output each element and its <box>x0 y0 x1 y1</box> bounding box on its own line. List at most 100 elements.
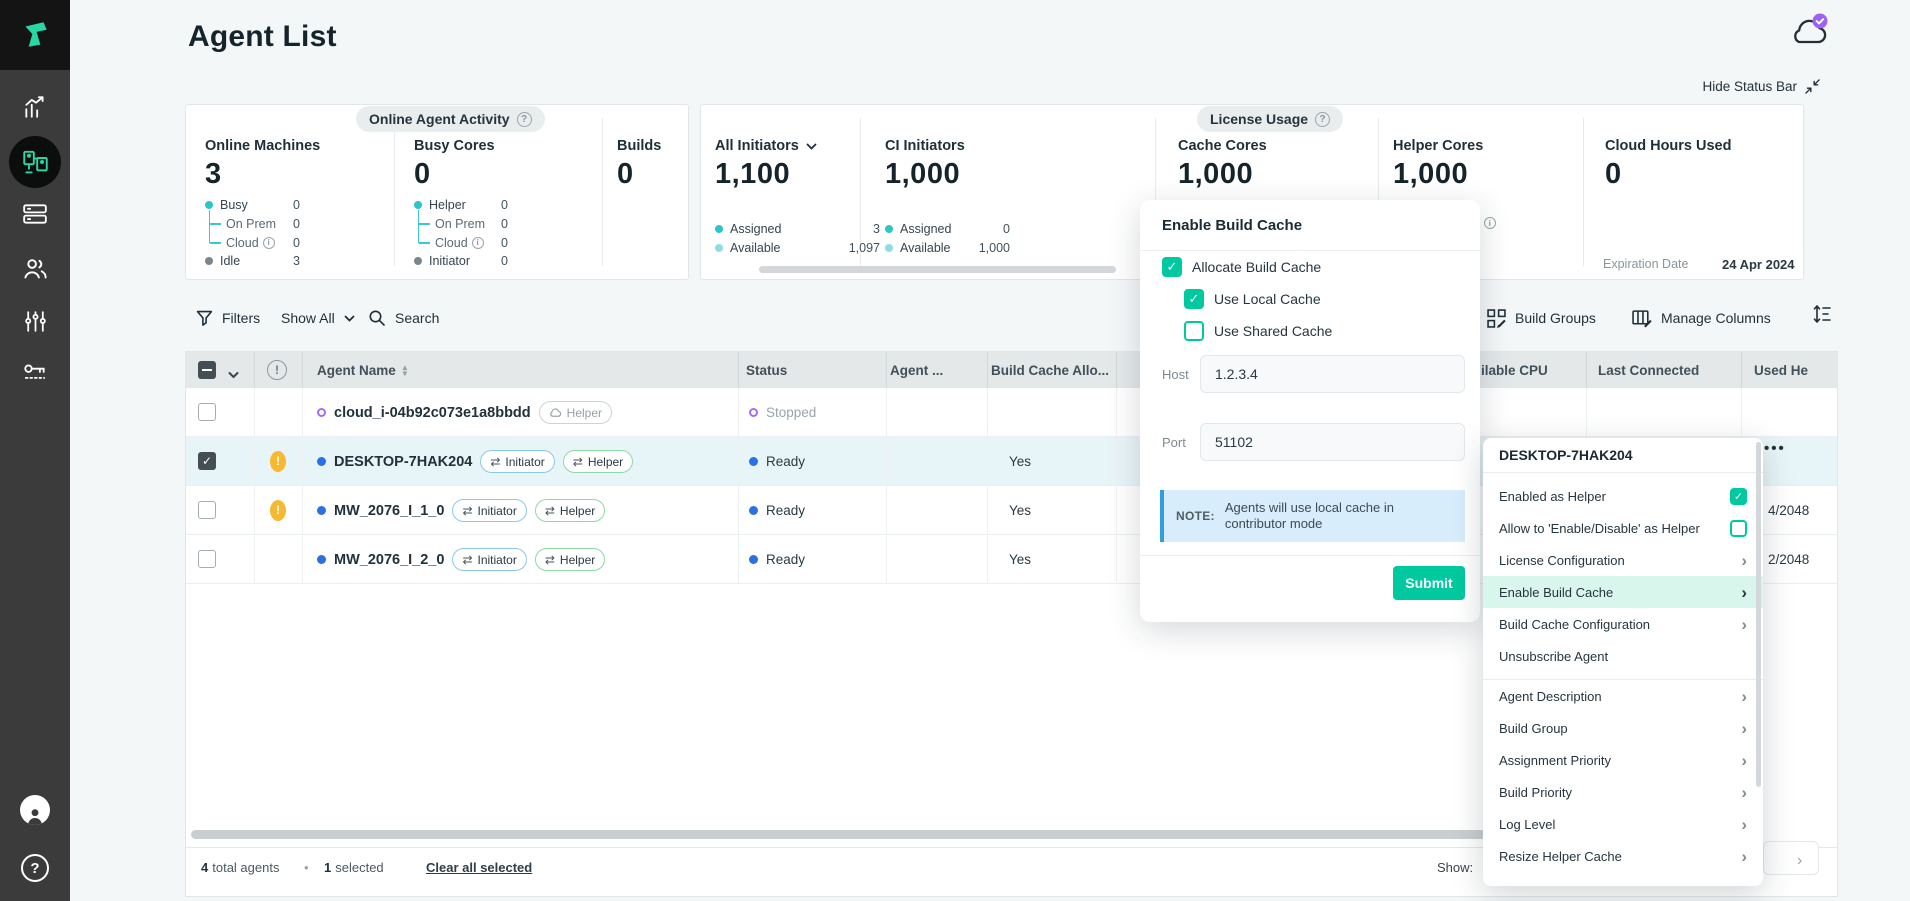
menu-scrollbar[interactable] <box>1756 442 1761 787</box>
menu-item-build-cache-configuration[interactable]: Build Cache Configuration › <box>1483 608 1763 640</box>
used-helper-cache-value: 2/2048 <box>1768 535 1809 584</box>
license-panel-scrollbar[interactable] <box>759 266 1116 273</box>
sidebar-item-settings[interactable] <box>17 303 53 339</box>
column-header-build-cache[interactable]: Build Cache Allo... <box>991 352 1109 388</box>
agent-dot-ready <box>317 506 326 515</box>
row-checkbox[interactable] <box>198 501 216 519</box>
select-all-checkbox[interactable] <box>198 361 216 379</box>
selection-dropdown[interactable] <box>228 366 239 384</box>
allocate-build-cache-checkbox[interactable]: ✓ Allocate Build Cache <box>1162 257 1321 277</box>
column-header-agent-name[interactable]: Agent Name ▴▾ <box>317 352 407 388</box>
search-button[interactable]: Search <box>368 306 439 330</box>
chevron-right-icon: › <box>1741 552 1747 569</box>
menu-item-unsubscribe-agent[interactable]: Unsubscribe Agent <box>1483 640 1763 672</box>
hide-status-bar-label: Hide Status Bar <box>1702 79 1797 94</box>
menu-item-license-configuration[interactable]: License Configuration › <box>1483 544 1763 576</box>
warning-badge[interactable]: ! <box>270 451 286 472</box>
menu-item-assignment-priority[interactable]: Assignment Priority › <box>1483 744 1763 776</box>
incredibuild-logo[interactable] <box>0 0 70 70</box>
menu-item-agent-description[interactable]: Agent Description › <box>1483 680 1763 712</box>
online-activity-info-icon[interactable]: ? <box>517 112 532 127</box>
sidebar-item-license[interactable] <box>17 355 53 391</box>
column-header-used-helper[interactable]: Used He <box>1754 352 1808 388</box>
host-input[interactable] <box>1200 355 1465 393</box>
context-menu-title: DESKTOP-7HAK204 <box>1483 438 1763 472</box>
tree-line <box>210 223 221 225</box>
cloud-icon <box>549 407 562 418</box>
sidebar-item-agents[interactable] <box>9 136 61 188</box>
per-page-select[interactable] <box>1763 841 1819 875</box>
hide-status-bar-button[interactable]: Hide Status Bar <box>1640 79 1820 94</box>
checkbox-empty-icon[interactable] <box>1730 520 1747 537</box>
user-avatar[interactable] <box>20 795 50 825</box>
info-icon[interactable]: i <box>1484 217 1496 229</box>
cloud-status-button[interactable] <box>1786 12 1830 55</box>
menu-item-resize-helper-cache[interactable]: Resize Helper Cache › <box>1483 840 1763 872</box>
help-button[interactable]: ? <box>21 854 49 882</box>
checkbox-checked-icon[interactable]: ✓ <box>1730 488 1747 505</box>
users-icon <box>22 255 49 282</box>
stat-value: 0 <box>617 158 677 192</box>
all-initiators-dropdown[interactable]: All Initiators <box>715 138 880 154</box>
tree-row: Assigned0 <box>885 220 1010 239</box>
horizontal-scrollbar[interactable] <box>191 830 1486 839</box>
menu-item-enable-build-cache[interactable]: Enable Build Cache › <box>1483 576 1763 608</box>
build-groups-button[interactable]: Build Groups <box>1487 306 1596 330</box>
menu-item-allow-enable-disable[interactable]: Allow to 'Enable/Disable' as Helper <box>1483 512 1763 544</box>
chevron-right-icon: › <box>1741 848 1747 865</box>
sidebar-item-analytics[interactable] <box>17 89 53 125</box>
enable-build-cache-dialog: Enable Build Cache ✓ Allocate Build Cach… <box>1140 200 1480 622</box>
agent-name: DESKTOP-7HAK204 <box>334 454 472 470</box>
online-activity-title: Online Agent Activity <box>369 111 510 127</box>
use-shared-cache-checkbox[interactable]: Use Shared Cache <box>1184 321 1332 341</box>
tree-line <box>419 242 430 244</box>
row-checkbox[interactable] <box>198 403 216 421</box>
sliders-icon <box>23 309 48 334</box>
warning-badge[interactable]: ! <box>270 500 286 521</box>
stat-value: 1,000 <box>1393 158 1503 192</box>
license-usage-info-icon[interactable]: ? <box>1315 112 1330 127</box>
stat-title: Online Machines <box>205 138 320 154</box>
online-activity-label: Online Agent Activity ? <box>356 106 545 132</box>
port-input[interactable] <box>1200 423 1465 461</box>
agent-dot-ready <box>317 457 326 466</box>
helper-icon: ⇄ <box>545 554 555 566</box>
sort-icon[interactable]: ▴▾ <box>403 364 407 377</box>
submit-button[interactable]: Submit <box>1393 566 1465 600</box>
expiration-date-label: Expiration Date <box>1603 257 1688 271</box>
menu-item-build-group[interactable]: Build Group › <box>1483 712 1763 744</box>
row-height-button[interactable] <box>1812 302 1832 326</box>
helper-pill: ⇄Helper <box>535 499 605 522</box>
agent-name: MW_2076_I_1_0 <box>334 503 444 519</box>
row-actions-button[interactable]: ••• <box>1764 440 1786 457</box>
chevron-down-icon <box>806 143 817 150</box>
table-row[interactable]: cloud_i-04b92c073e1a8bbdd Helper Stopped <box>186 388 1838 437</box>
sidebar-item-users[interactable] <box>17 250 53 286</box>
manage-columns-label: Manage Columns <box>1661 310 1771 326</box>
clear-all-selected-link[interactable]: Clear all selected <box>426 855 532 879</box>
next-page-button[interactable]: › <box>1797 852 1802 870</box>
show-all-dropdown[interactable]: Show All <box>281 306 355 330</box>
menu-item-build-priority[interactable]: Build Priority › <box>1483 776 1763 808</box>
menu-item-enabled-as-helper[interactable]: Enabled as Helper ✓ <box>1483 480 1763 512</box>
initiator-icon: ⇄ <box>462 554 472 566</box>
row-checkbox[interactable] <box>198 550 216 568</box>
use-local-cache-checkbox[interactable]: ✓ Use Local Cache <box>1184 289 1321 309</box>
cloud-info-icon[interactable]: i <box>263 237 275 249</box>
filters-button[interactable]: Filters <box>196 306 260 330</box>
row-height-icon <box>1812 303 1832 325</box>
column-header-last-connected[interactable]: Last Connected <box>1598 352 1699 388</box>
selected-count-label: 1selected <box>324 855 384 879</box>
stat-value: 1,100 <box>715 158 880 192</box>
manage-columns-button[interactable]: Manage Columns <box>1632 306 1771 330</box>
chevron-right-icon: › <box>1741 752 1747 769</box>
cloud-info-icon[interactable]: i <box>472 237 484 249</box>
column-header-status[interactable]: Status <box>746 352 787 388</box>
chevron-right-icon: › <box>1741 584 1747 601</box>
menu-item-log-level[interactable]: Log Level › <box>1483 808 1763 840</box>
row-checkbox-checked[interactable]: ✓ <box>198 452 216 470</box>
column-header-agent[interactable]: Agent ... <box>890 352 943 388</box>
sidebar-item-builds[interactable] <box>17 196 53 232</box>
available-dot <box>885 244 893 252</box>
column-header-available-cpu[interactable]: ilable CPU <box>1481 352 1548 388</box>
